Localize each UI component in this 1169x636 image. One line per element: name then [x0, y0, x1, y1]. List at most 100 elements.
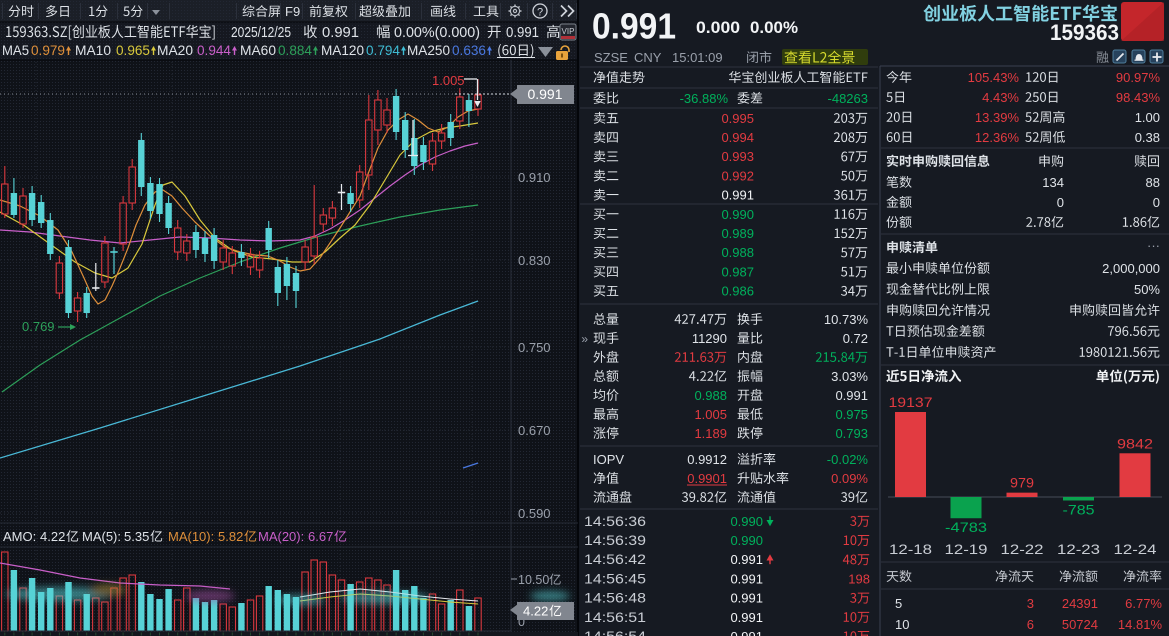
svg-text:»: »: [581, 332, 588, 346]
svg-text:12-24: 12-24: [1114, 542, 1158, 557]
svg-text:6: 6: [1027, 617, 1034, 632]
svg-text:0.9912: 0.9912: [687, 452, 727, 467]
svg-text:CNY: CNY: [634, 50, 662, 65]
svg-text:0.990: 0.990: [730, 514, 763, 529]
svg-text:50724: 50724: [1062, 617, 1098, 632]
svg-text:MA120: MA120: [321, 43, 364, 58]
svg-text:90.97%: 90.97%: [1116, 70, 1161, 85]
svg-text:0.975: 0.975: [835, 407, 868, 422]
svg-text:1.005: 1.005: [694, 407, 727, 422]
svg-text:5.35: 5.35: [124, 529, 149, 544]
svg-text:0.987: 0.987: [721, 264, 754, 279]
svg-text:0: 0: [518, 615, 525, 629]
svg-text:9842: 9842: [1117, 436, 1153, 451]
svg-text:0.994: 0.994: [721, 130, 754, 145]
svg-text:0.991: 0.991: [730, 552, 763, 567]
svg-text:MA250: MA250: [407, 43, 450, 58]
svg-text:12-23: 12-23: [1057, 542, 1100, 557]
svg-text:50%: 50%: [1134, 282, 1160, 297]
svg-text:0.794: 0.794: [366, 43, 400, 58]
svg-text:2,000,000: 2,000,000: [1102, 261, 1160, 276]
svg-text:14:56:42: 14:56:42: [584, 552, 646, 567]
svg-text:0.991: 0.991: [322, 25, 359, 41]
svg-text:2025/12/25: 2025/12/25: [231, 25, 291, 41]
svg-text:10: 10: [895, 617, 909, 632]
svg-text:0.991: 0.991: [721, 188, 754, 203]
svg-text:15:01:09: 15:01:09: [672, 50, 723, 65]
svg-text:-0.02%: -0.02%: [827, 452, 869, 467]
svg-text:4.22: 4.22: [523, 604, 548, 619]
svg-text:0.9901: 0.9901: [687, 471, 727, 486]
svg-text:0.993: 0.993: [721, 149, 754, 164]
svg-text:-4783: -4783: [945, 520, 987, 535]
svg-text:979: 979: [1010, 476, 1034, 491]
svg-text:6.67: 6.67: [308, 529, 333, 544]
svg-text:0.988: 0.988: [694, 388, 727, 403]
svg-text:0.38: 0.38: [1135, 130, 1160, 145]
svg-text:88: 88: [1146, 175, 1160, 190]
svg-text:MA(20):: MA(20):: [258, 529, 304, 544]
svg-text:MA60: MA60: [240, 43, 276, 58]
svg-text:198: 198: [848, 571, 870, 586]
svg-text:10.73%: 10.73%: [824, 312, 869, 327]
svg-text:5.82: 5.82: [218, 529, 243, 544]
svg-text:MA20: MA20: [157, 43, 193, 58]
svg-text:MA(10):: MA(10):: [168, 529, 214, 544]
svg-text:12-22: 12-22: [1001, 542, 1044, 557]
svg-text:0.990: 0.990: [721, 207, 754, 222]
svg-text:-785: -785: [1063, 502, 1095, 517]
svg-text:SZSE: SZSE: [594, 50, 628, 65]
svg-text:14:56:36: 14:56:36: [584, 514, 646, 529]
svg-text:0.992: 0.992: [721, 168, 754, 183]
svg-text:12.36%: 12.36%: [975, 130, 1020, 145]
svg-text:0.991: 0.991: [835, 388, 868, 403]
svg-text:0.09%: 0.09%: [831, 471, 868, 486]
svg-text:19137: 19137: [889, 395, 933, 410]
svg-text:0.944: 0.944: [197, 43, 231, 58]
svg-text:MA10: MA10: [75, 43, 111, 58]
svg-text:14:56:48: 14:56:48: [584, 591, 646, 606]
svg-text:14:56:45: 14:56:45: [584, 571, 646, 586]
svg-text:0.989: 0.989: [721, 226, 754, 241]
svg-text:0.830: 0.830: [518, 253, 551, 268]
svg-text:3: 3: [1027, 596, 1034, 611]
svg-text:0.988: 0.988: [721, 245, 754, 260]
svg-text:0.670: 0.670: [518, 423, 551, 438]
svg-text:1.00: 1.00: [1135, 110, 1160, 125]
svg-text:0.750: 0.750: [518, 340, 551, 355]
svg-text:0.991: 0.991: [730, 610, 763, 625]
svg-text:0.991: 0.991: [730, 591, 763, 606]
svg-text:14:56:51: 14:56:51: [584, 610, 646, 625]
svg-text:0: 0: [1153, 195, 1160, 210]
svg-text:0.72: 0.72: [843, 331, 868, 346]
svg-text:0.991: 0.991: [730, 571, 763, 586]
svg-text:12-19: 12-19: [945, 542, 988, 557]
svg-text:5: 5: [895, 596, 902, 611]
svg-text:0.793: 0.793: [835, 426, 868, 441]
svg-text:0.00%(0.000): 0.00%(0.000): [394, 25, 480, 41]
svg-text:12-18: 12-18: [889, 542, 932, 557]
svg-text:134: 134: [1042, 175, 1064, 190]
svg-text:MA(5):: MA(5):: [82, 529, 121, 544]
svg-text:-36.88%: -36.88%: [680, 91, 729, 106]
svg-text:3.03%: 3.03%: [831, 369, 868, 384]
svg-text:0.991: 0.991: [592, 6, 676, 47]
svg-text:14.81%: 14.81%: [1118, 617, 1163, 632]
svg-text:105.43%: 105.43%: [968, 70, 1020, 85]
svg-text:0.990: 0.990: [730, 533, 763, 548]
svg-text:4.22: 4.22: [40, 529, 65, 544]
svg-text:AMO:: AMO:: [3, 529, 36, 544]
svg-text:-48263: -48263: [828, 91, 868, 106]
svg-text:6.77%: 6.77%: [1125, 596, 1162, 611]
svg-text:0.00%: 0.00%: [750, 18, 798, 37]
svg-text:24391: 24391: [1062, 596, 1098, 611]
svg-text:0.979: 0.979: [31, 43, 65, 58]
svg-text:0.991: 0.991: [506, 25, 539, 41]
svg-text:14:56:39: 14:56:39: [584, 533, 646, 548]
svg-text:11290: 11290: [692, 331, 727, 346]
svg-text:0.986: 0.986: [721, 284, 754, 299]
svg-text:0.884: 0.884: [278, 43, 312, 58]
svg-text:MA5: MA5: [2, 43, 29, 58]
svg-text:0.965: 0.965: [116, 43, 150, 58]
svg-text:IOPV: IOPV: [593, 452, 624, 467]
